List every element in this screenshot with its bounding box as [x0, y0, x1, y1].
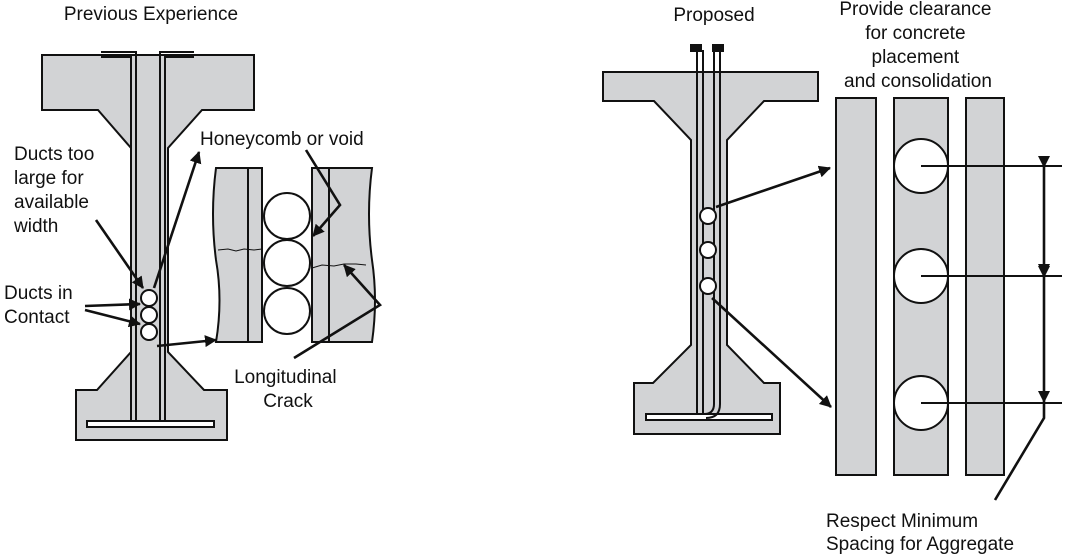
ducts-in-contact-label: Ducts in Contact [4, 283, 78, 328]
ducts-too-large-line-3: available [14, 192, 89, 213]
clearance-line-3: placement [872, 47, 960, 68]
previous-duct-2 [140, 306, 158, 324]
longitudinal-crack-label: Longitudinal Crack [234, 367, 342, 412]
previous-detail-duct-1 [263, 192, 311, 240]
longitudinal-crack-line-1: Longitudinal [234, 367, 336, 388]
arrow-ducts-contact-upper [84, 298, 141, 311]
proposed-duct-2 [699, 241, 717, 259]
proposed-anchor-left [690, 44, 702, 52]
honeycomb-label: Honeycomb or void [200, 129, 364, 150]
arrow-to-proposed-detail-top [715, 165, 831, 209]
ducts-in-contact-line-2: Contact [4, 307, 70, 328]
previous-bottom-bar [86, 420, 215, 428]
clearance-line-4: and consolidation [844, 71, 992, 92]
arrow-honeycomb [304, 149, 342, 237]
arrow-to-detail-bottom [156, 335, 217, 348]
previous-crack-left [217, 248, 263, 252]
ducts-too-large-line-4: width [13, 216, 58, 237]
ducts-too-large-line-1: Ducts too [14, 144, 94, 165]
arrow-to-proposed-detail-bottom [711, 297, 832, 408]
ducts-in-contact-line-1: Ducts in [4, 283, 73, 304]
proposed-anchor-right [712, 44, 724, 52]
previous-duct-1 [140, 289, 158, 307]
previous-crack-right [311, 263, 367, 269]
longitudinal-crack-line-2: Crack [263, 391, 313, 412]
previous-tendon-inner-inner [164, 56, 194, 421]
previous-tendon-outer [101, 51, 137, 421]
previous-detail-duct-3 [263, 287, 311, 335]
previous-detail-duct-2 [263, 239, 311, 287]
ducts-too-large-label: Ducts too large for available width [13, 144, 100, 237]
previous-tendon-inner [159, 51, 194, 421]
clearance-line-2: for concrete [865, 23, 965, 44]
previous-web-detail-right-wall [311, 167, 376, 343]
proposed-tendon-inner [703, 50, 715, 415]
proposed-duct-1 [699, 207, 717, 225]
proposed-panel: Proposed Provide clearance [602, 0, 1062, 555]
previous-duct-3 [140, 323, 158, 341]
arrow-crack [293, 264, 383, 360]
arrow-to-detail-top [152, 151, 202, 289]
clearance-label: Provide clearance for concrete placement… [839, 0, 996, 92]
previous-experience-panel: Previous Experience Ducts too large for … [4, 4, 383, 441]
clearance-line-1: Provide clearance [839, 0, 991, 20]
proposed-title: Proposed [673, 5, 754, 26]
arrow-ducts-too-large [94, 219, 145, 289]
previous-girder-section [41, 54, 255, 441]
arrow-ducts-contact-lower [84, 308, 141, 328]
proposed-tendon-inner-inner [705, 50, 721, 419]
arrow-spacing-leader [993, 403, 1046, 501]
proposed-detail-left-wall [835, 97, 877, 476]
proposed-detail-right-wall [965, 97, 1005, 476]
previous-web-detail-left-wall [212, 167, 263, 343]
proposed-duct-3 [699, 277, 717, 295]
spacing-label: Respect Minimum Spacing for Aggregate [826, 511, 1014, 555]
spacing-line-2: Spacing for Aggregate [826, 534, 1014, 555]
previous-experience-title: Previous Experience [64, 4, 238, 25]
spacing-line-1: Respect Minimum [826, 511, 978, 532]
ducts-too-large-line-2: large for [14, 168, 84, 189]
